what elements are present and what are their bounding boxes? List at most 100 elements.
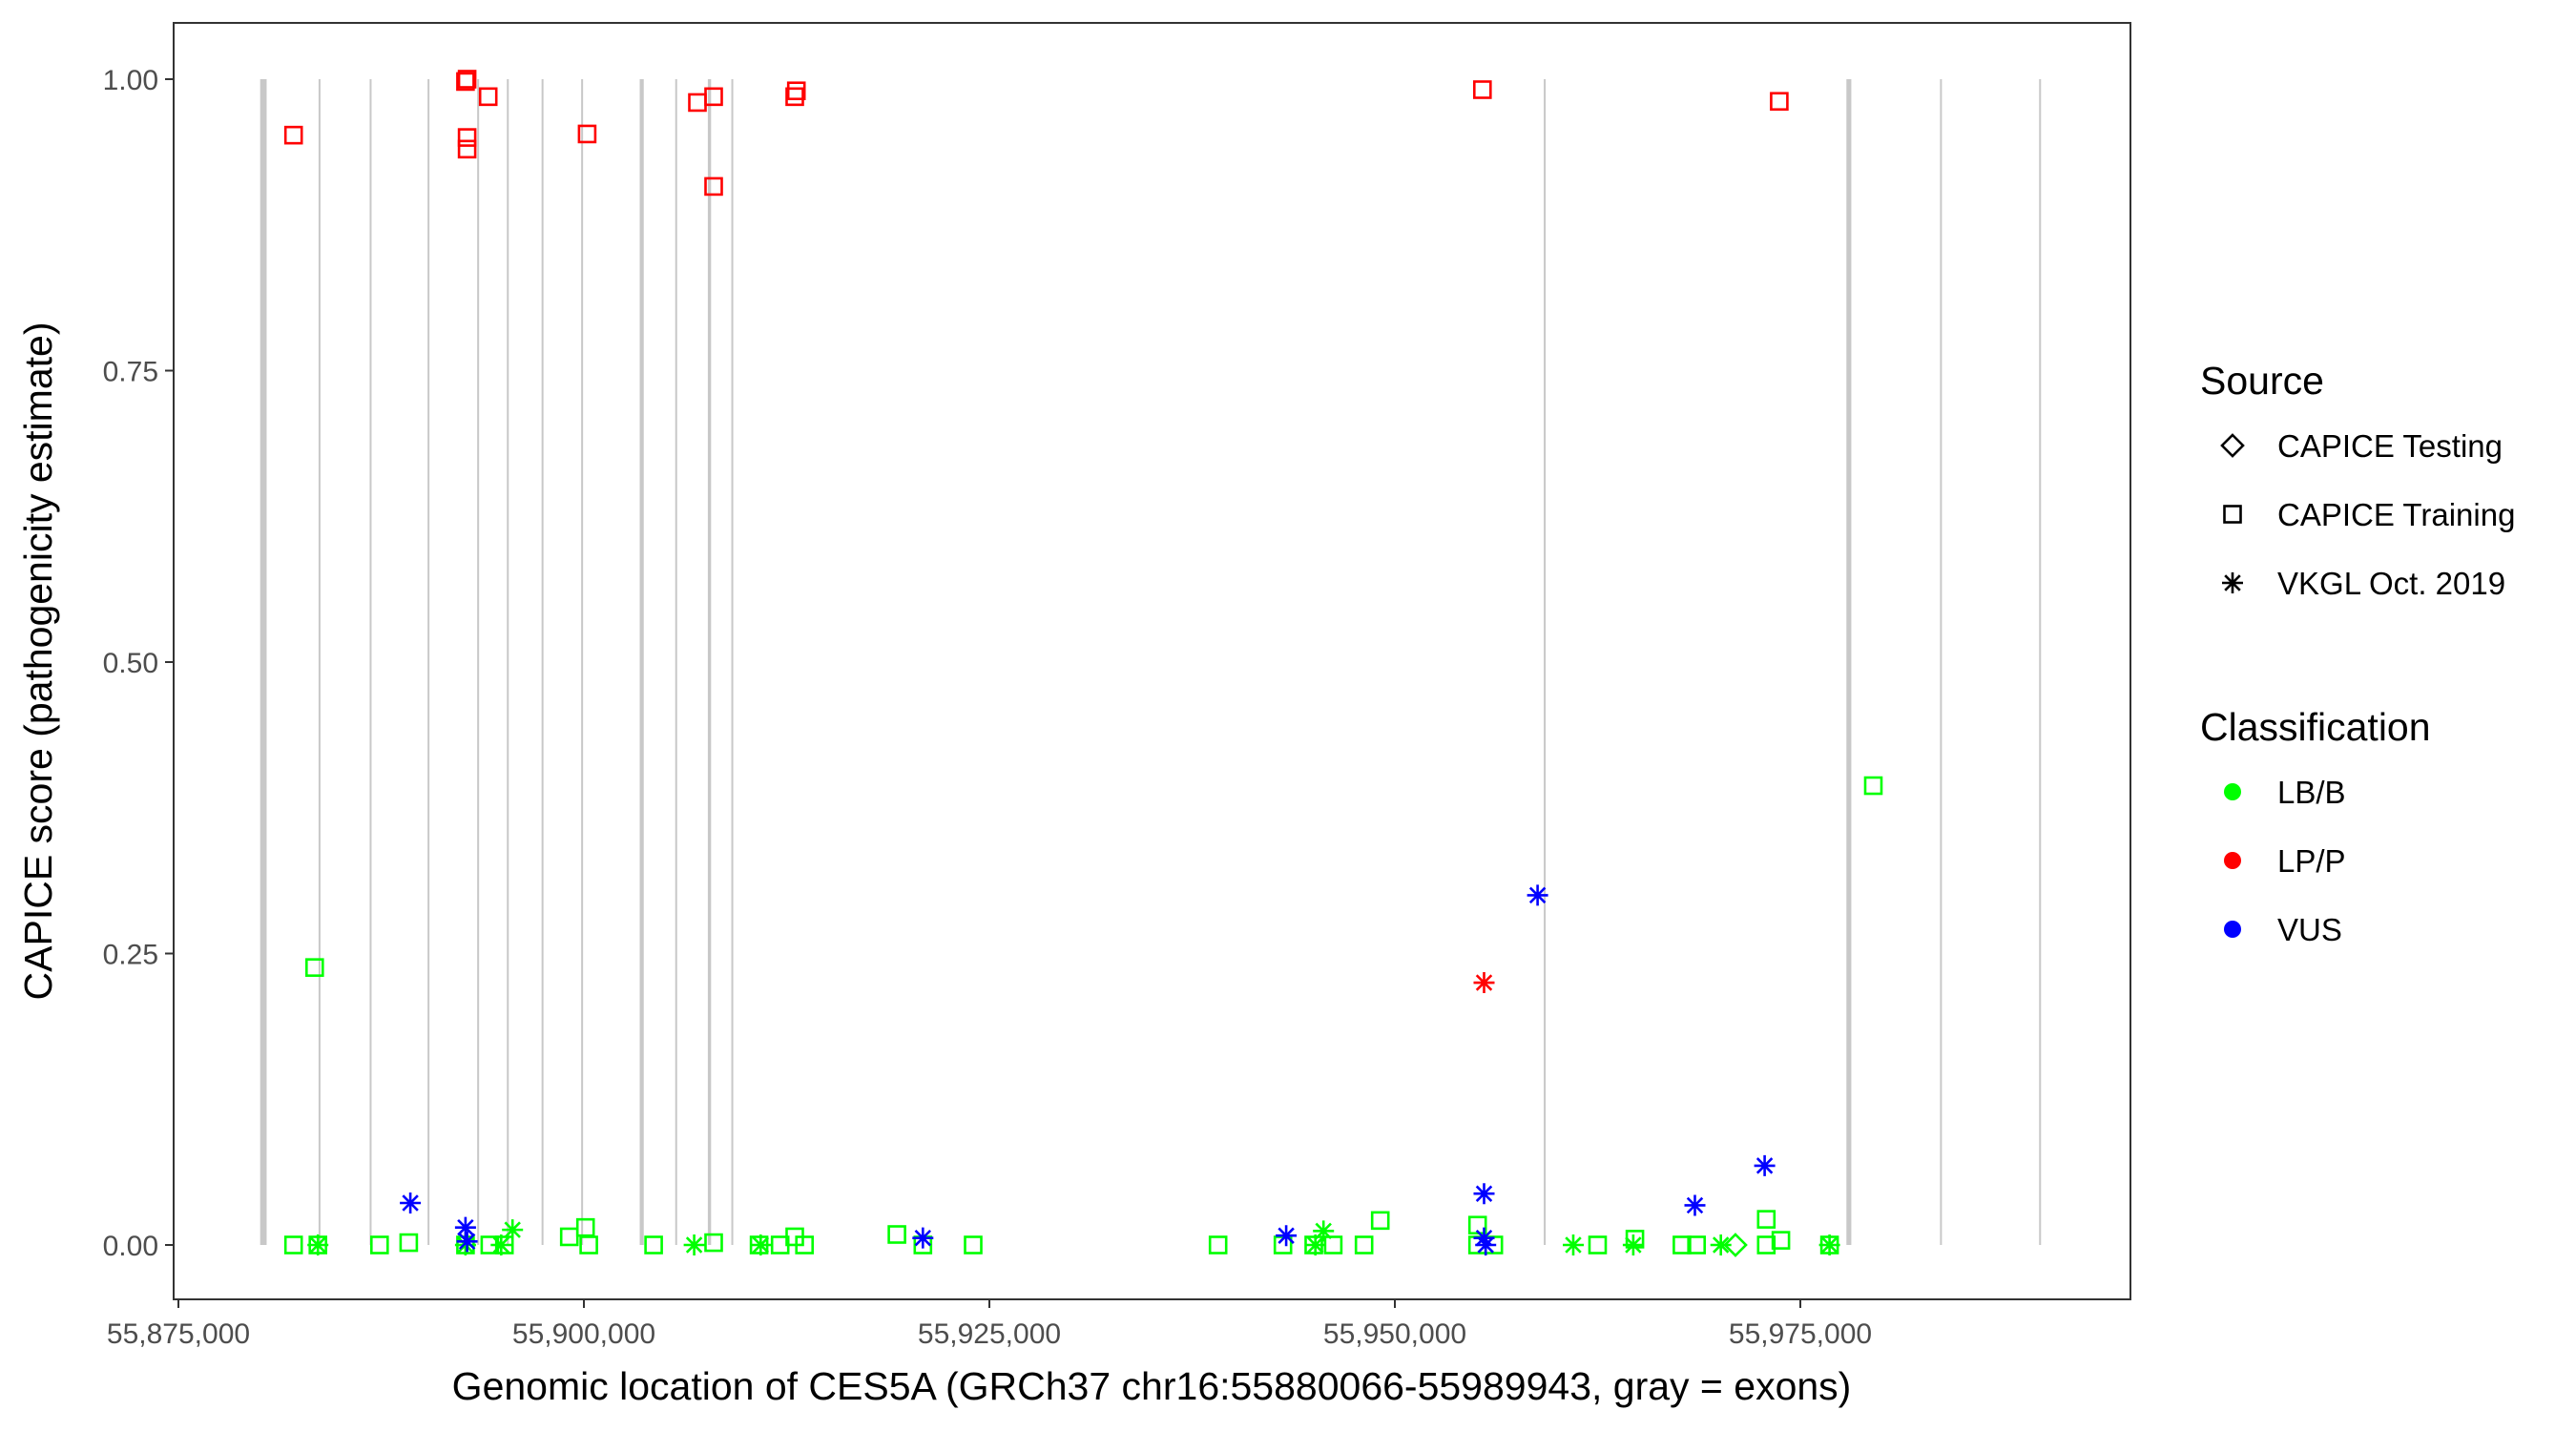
- data-point-square: [369, 1235, 389, 1255]
- legend-color-dot-icon: [2224, 852, 2241, 869]
- data-point-square: [456, 72, 475, 92]
- data-point-star: [1527, 884, 1548, 906]
- legend-color-dot-icon: [2224, 921, 2241, 938]
- legend-source-label: VKGL Oct. 2019: [2277, 566, 2505, 601]
- data-point-square: [457, 139, 477, 159]
- plot-panel-background: [174, 23, 2130, 1299]
- data-point-star: [912, 1227, 934, 1249]
- data-point-star: [1684, 1194, 1706, 1216]
- exon-line: [2039, 79, 2042, 1245]
- data-point-square: [1467, 1215, 1487, 1235]
- legend-source-label: CAPICE Training: [2277, 497, 2515, 532]
- data-point-star: [454, 1216, 476, 1238]
- y-axis-title: CAPICE score (pathogenicity estimate): [16, 322, 60, 1001]
- legend-classification-title: Classification: [2200, 705, 2431, 749]
- x-axis-title: Genomic location of CES5A (GRCh37 chr16:…: [452, 1364, 1852, 1408]
- data-point-square: [704, 87, 723, 107]
- data-point-star: [750, 1234, 772, 1255]
- legend-color-dot-icon: [2224, 783, 2241, 800]
- data-point-square: [1863, 776, 1883, 796]
- data-point-square: [786, 81, 806, 101]
- data-point-star: [683, 1234, 705, 1255]
- x-tick-label: 55,950,000: [1323, 1318, 1466, 1350]
- exon-line: [507, 79, 509, 1245]
- data-point-star: [1473, 1227, 1495, 1249]
- exon-line: [369, 79, 372, 1245]
- data-point-square: [575, 1217, 595, 1237]
- data-point-star: [1304, 1234, 1326, 1255]
- x-axis: 55,875,000 55,900,000 55,925,000 55,950,000…: [107, 1299, 1872, 1350]
- data-point-square: [577, 124, 597, 144]
- exon-line: [731, 79, 734, 1245]
- exon-line: [639, 79, 644, 1245]
- data-point-square: [795, 1235, 815, 1255]
- data-point-star: [454, 1234, 476, 1255]
- y-tick-label: 0.25: [103, 940, 158, 971]
- data-point-star: [456, 1231, 478, 1253]
- data-point-star: [400, 1192, 422, 1214]
- exon-line: [675, 79, 677, 1245]
- data-point-star: [1754, 1154, 1776, 1176]
- x-tick-label: 55,900,000: [512, 1318, 655, 1350]
- exon-line: [707, 79, 712, 1245]
- data-point-square: [1208, 1235, 1228, 1255]
- y-tick-label: 1.00: [103, 65, 158, 96]
- exon-line: [1846, 79, 1852, 1245]
- data-point-square: [1687, 1235, 1706, 1255]
- legend-class-label: VUS: [2277, 912, 2342, 947]
- data-point-star: [502, 1219, 524, 1241]
- data-point-square: [399, 1233, 419, 1253]
- legend-class-label: LP/P: [2277, 843, 2346, 879]
- data-point-square: [1588, 1235, 1608, 1255]
- exon-line: [541, 79, 544, 1245]
- data-point-square: [1770, 92, 1789, 112]
- data-point-star: [1818, 1234, 1840, 1255]
- legend-source-label: CAPICE Testing: [2277, 428, 2503, 464]
- legend: Source CAPICE Testing CAPICE Training VKGL…: [2200, 359, 2515, 947]
- data-point-square: [457, 128, 477, 147]
- data-point-star: [307, 1234, 329, 1255]
- data-point-star: [1710, 1234, 1732, 1255]
- data-point-square: [1756, 1210, 1776, 1229]
- exon-line: [477, 79, 480, 1245]
- y-tick-label: 0.00: [103, 1231, 158, 1262]
- data-point-star: [1276, 1225, 1298, 1247]
- data-point-square: [1672, 1235, 1692, 1255]
- data-point-star: [490, 1234, 512, 1255]
- data-point-square: [304, 958, 324, 977]
- data-point-square: [1370, 1211, 1390, 1231]
- data-point-square: [478, 87, 498, 107]
- x-tick-label: 55,875,000: [107, 1318, 250, 1350]
- data-point-square: [704, 1233, 723, 1253]
- y-tick-label: 0.75: [103, 357, 158, 388]
- x-tick-label: 55,975,000: [1729, 1318, 1872, 1350]
- data-points: [283, 70, 1883, 1257]
- x-tick-label: 55,925,000: [918, 1318, 1061, 1350]
- data-point-square: [579, 1235, 598, 1255]
- exon-line: [427, 79, 430, 1245]
- data-point-star: [1313, 1220, 1335, 1242]
- data-point-diamond: [1723, 1233, 1748, 1257]
- data-point-square: [1473, 80, 1492, 99]
- exon-line: [318, 79, 321, 1245]
- data-point-square: [704, 176, 723, 197]
- exon-line: [1544, 79, 1547, 1245]
- legend-star-icon: [2222, 572, 2243, 593]
- data-point-star: [1473, 1183, 1495, 1205]
- legend-diamond-icon: [2220, 433, 2245, 458]
- data-point-star: [1473, 972, 1495, 994]
- data-point-square: [457, 70, 477, 89]
- legend-class-label: LB/B: [2277, 775, 2346, 810]
- data-point-square: [1771, 1231, 1791, 1250]
- y-tick-label: 0.50: [103, 648, 158, 679]
- data-point-square: [1354, 1235, 1374, 1255]
- data-point-square: [283, 125, 303, 145]
- data-point-star: [1563, 1234, 1584, 1255]
- data-point-square: [964, 1235, 983, 1255]
- exon-line: [260, 79, 267, 1245]
- exon-lines: [260, 79, 2042, 1245]
- exon-line: [1940, 79, 1942, 1245]
- data-point-square: [644, 1235, 663, 1255]
- legend-square-icon: [2223, 505, 2242, 524]
